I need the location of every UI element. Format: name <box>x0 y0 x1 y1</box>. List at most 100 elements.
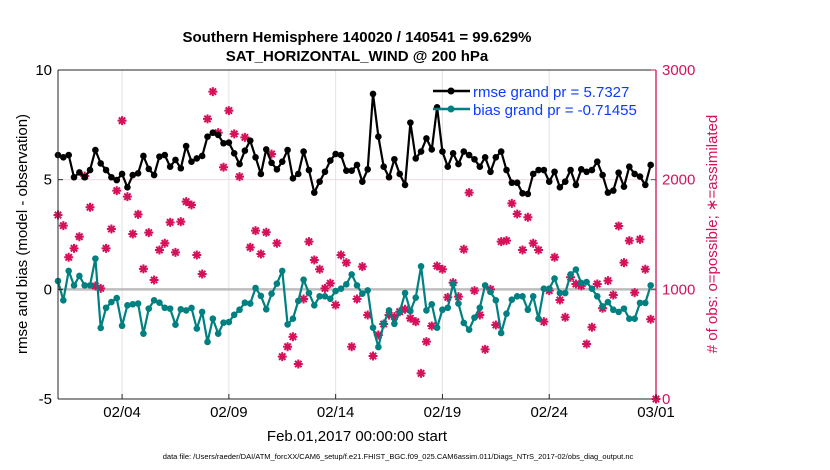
obs-marker-center <box>317 266 323 272</box>
obs-marker-center <box>98 285 104 291</box>
bias-point <box>214 330 222 337</box>
bias-point <box>316 293 323 300</box>
y-tick-label: 5 <box>44 172 52 189</box>
rmse-point <box>636 173 644 180</box>
obs-marker-center <box>562 314 568 320</box>
bias-point <box>593 293 601 300</box>
obs-count-point <box>256 249 266 259</box>
bias-point <box>385 307 393 314</box>
chart-marks <box>53 87 661 404</box>
obs-count-point <box>240 132 250 142</box>
bias-point <box>353 282 361 289</box>
obs-count-point <box>144 228 154 238</box>
rmse-point <box>396 170 404 178</box>
obs-count-point <box>203 114 212 124</box>
obs-count-point <box>69 243 79 253</box>
rmse-point <box>647 161 654 169</box>
bias-point <box>444 304 452 312</box>
bias-point <box>524 306 532 314</box>
obs-marker-center <box>178 219 184 225</box>
rmse-point <box>294 170 302 178</box>
obs-count-point <box>288 332 298 342</box>
obs-marker-center <box>140 266 147 272</box>
rmse-point <box>407 119 414 126</box>
rmse-point <box>439 148 446 155</box>
obs-marker-center <box>268 151 275 157</box>
bias-point <box>150 297 158 304</box>
rmse-point <box>620 183 628 190</box>
obs-marker-center <box>172 249 179 255</box>
rmse-point <box>134 170 142 177</box>
bias-point <box>460 319 468 327</box>
rmse-point <box>631 170 638 178</box>
rmse-point <box>444 163 452 171</box>
obs-count-point <box>293 359 303 369</box>
obs-count-point <box>315 264 325 274</box>
rmse-point <box>177 164 185 172</box>
rmse-point <box>129 171 137 179</box>
obs-count-point <box>427 321 437 331</box>
obs-count-point <box>502 236 511 246</box>
obs-marker-center <box>119 118 125 124</box>
rmse-point <box>449 150 457 157</box>
rmse-point <box>577 166 585 173</box>
obs-marker-center <box>519 247 526 253</box>
obs-marker-center <box>466 190 472 196</box>
obs-marker-center <box>220 164 227 170</box>
bias-point <box>188 304 195 312</box>
obs-count-point <box>368 351 378 361</box>
bias-point <box>369 324 377 332</box>
rmse-point <box>401 181 409 189</box>
obs-marker-center <box>589 324 595 330</box>
bias-point <box>439 306 446 314</box>
bias-point <box>252 284 259 292</box>
x-tick-label: 02/14 <box>317 404 355 421</box>
obs-count-point <box>560 312 570 322</box>
obs-count-point <box>614 221 624 231</box>
obs-marker-center <box>284 344 291 350</box>
rmse-point <box>166 163 174 171</box>
obs-count-point <box>507 198 517 208</box>
rmse-point <box>487 168 494 176</box>
obs-count-point <box>96 283 106 293</box>
rmse-point <box>375 133 382 140</box>
obs-count-point <box>464 188 474 198</box>
obs-count-point <box>235 172 245 182</box>
legend-rmse-marker <box>447 87 455 95</box>
rmse-series-line <box>57 92 652 195</box>
rmse-point <box>508 179 516 187</box>
rmse-point <box>150 171 158 179</box>
rmse-point <box>615 169 622 176</box>
obs-marker-center <box>509 200 515 206</box>
bias-point <box>182 307 190 314</box>
bias-point <box>172 321 179 328</box>
bias-point <box>246 300 254 307</box>
bias-point <box>332 287 339 295</box>
obs-count-point <box>283 342 293 352</box>
rmse-point <box>497 148 505 155</box>
bias-point <box>401 289 409 297</box>
rmse-point <box>241 147 249 155</box>
y-axis-label: rmse and bias (model - observation) <box>14 114 31 354</box>
obs-marker-center <box>258 251 264 257</box>
rmse-point <box>278 158 286 165</box>
obs-marker-center <box>311 257 317 263</box>
obs-marker-center <box>71 245 77 251</box>
obs-marker-center <box>66 254 72 260</box>
bias-point <box>545 285 553 292</box>
bias-point <box>76 272 83 280</box>
bias-point <box>198 308 206 316</box>
bias-point <box>583 278 590 286</box>
bias-point <box>108 298 115 306</box>
bias-point <box>166 305 174 312</box>
obs-marker-center <box>146 230 152 236</box>
obs-count-point <box>154 245 164 255</box>
bias-point <box>321 293 329 300</box>
obs-count-point <box>475 310 485 320</box>
bias-point <box>375 343 382 351</box>
bias-point <box>428 300 436 308</box>
bias-point <box>492 297 500 304</box>
obs-marker-center <box>626 238 632 244</box>
bias-point <box>278 267 286 275</box>
obs-marker-center <box>642 266 648 272</box>
